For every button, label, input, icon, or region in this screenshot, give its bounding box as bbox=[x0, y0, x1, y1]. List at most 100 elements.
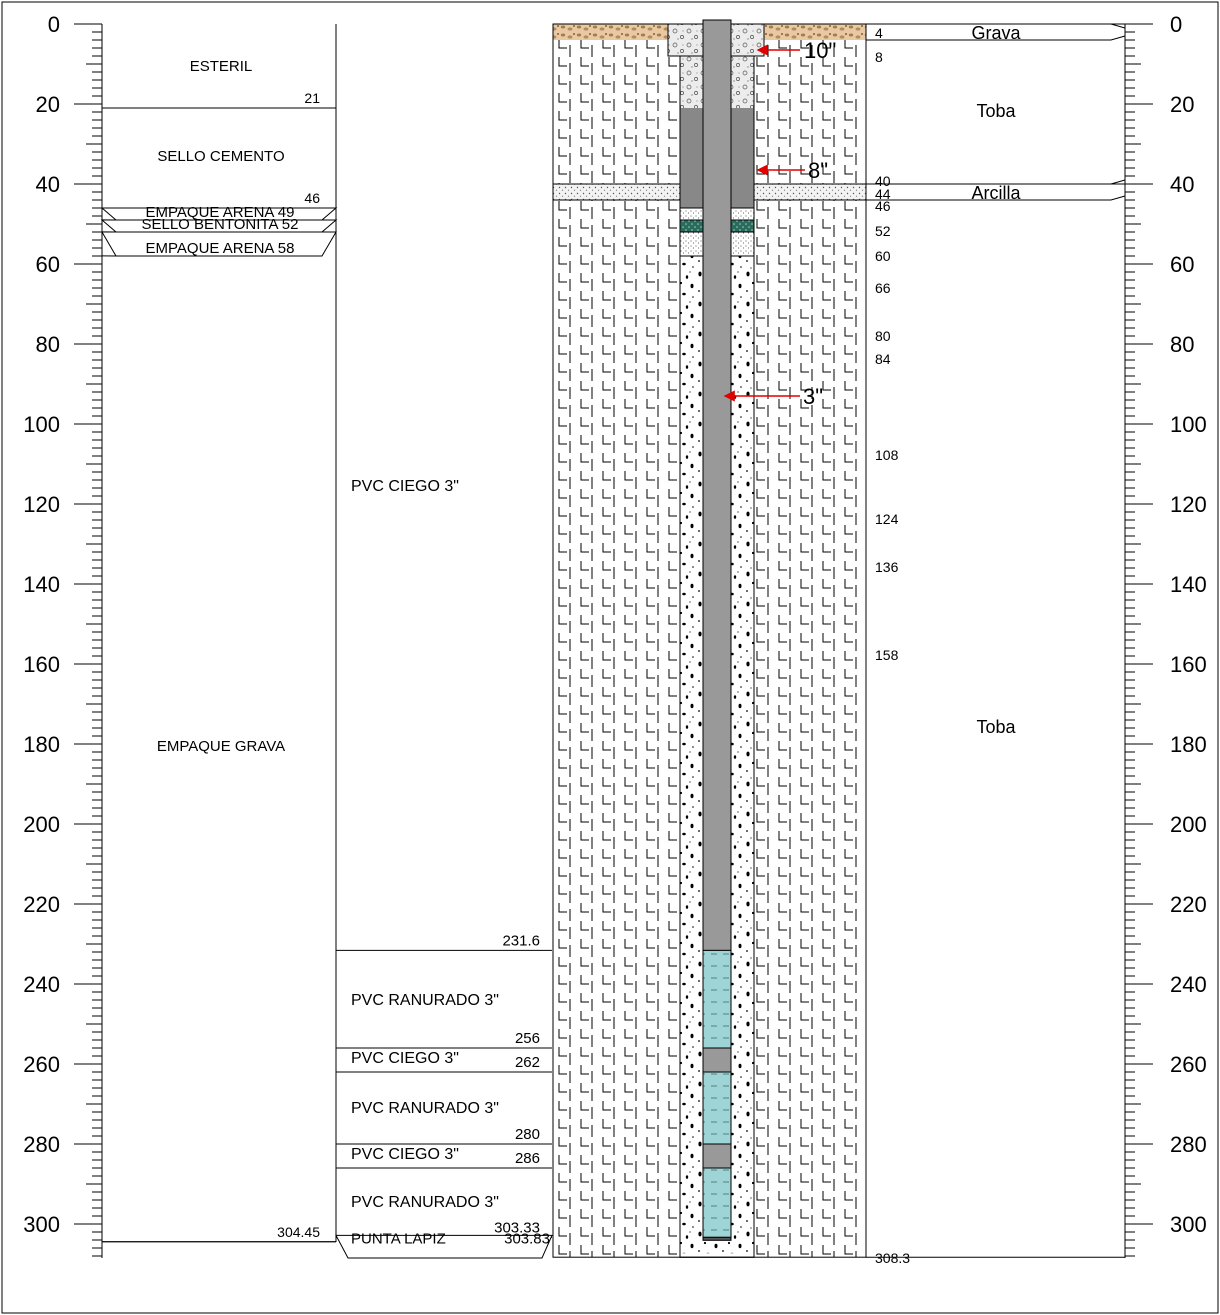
depth-mark: 60 bbox=[875, 248, 891, 264]
pencil-tip bbox=[702, 1236, 732, 1241]
diameter-callout: 3" bbox=[723, 384, 823, 409]
blank-casing-segment bbox=[702, 19, 732, 951]
fill-layer-wedge bbox=[101, 231, 337, 257]
depth-mark: 44 bbox=[875, 186, 891, 202]
scale-label: 160 bbox=[1170, 652, 1207, 677]
fill-layer: EMPAQUE ARENA 58 bbox=[101, 231, 337, 257]
fill-layer-depth: 21 bbox=[304, 90, 320, 106]
casing-name: PUNTA LAPIZ bbox=[351, 1230, 446, 1247]
scale-label: 300 bbox=[23, 1212, 60, 1237]
fill-layer: 304.45 EMPAQUE GRAVA bbox=[102, 738, 336, 1243]
fill-layer-name: EMPAQUE ARENA 58 bbox=[146, 240, 295, 257]
fill-layer: 21 ESTERIL bbox=[102, 58, 336, 109]
scale-label: 80 bbox=[1170, 332, 1194, 357]
scale-label: 160 bbox=[23, 652, 60, 677]
fill-layer: EMPAQUE ARENA 49 bbox=[100, 204, 338, 221]
depth-mark: 52 bbox=[875, 223, 891, 239]
scale-label: 20 bbox=[36, 92, 60, 117]
litho-name: Grava bbox=[971, 23, 1021, 43]
scale-label: 280 bbox=[1170, 1132, 1207, 1157]
litho-layer: Arcilla bbox=[866, 183, 1126, 203]
scale-label: 60 bbox=[1170, 252, 1194, 277]
casing-name: PVC RANURADO 3" bbox=[351, 992, 499, 1009]
litho-layer: Toba bbox=[976, 717, 1016, 737]
scale-label: 200 bbox=[23, 812, 60, 837]
scale-label: 220 bbox=[23, 892, 60, 917]
casing-segment: 262 PVC CIEGO 3" bbox=[336, 1050, 552, 1073]
depth-scale-right: 0 20 40 60 80 100 120 140 160 180 200 220 240 260 280 3… bbox=[1124, 12, 1207, 1258]
casing-segment: 286 PVC CIEGO 3" bbox=[336, 1146, 552, 1169]
casing-name: PVC CIEGO 3" bbox=[351, 478, 459, 495]
fill-layer-depth: 46 bbox=[304, 190, 320, 206]
fill-layer-name: SELLO CEMENTO bbox=[157, 148, 284, 165]
scale-label: 20 bbox=[1170, 92, 1194, 117]
scale-label: 200 bbox=[1170, 812, 1207, 837]
depth-mark: 108 bbox=[875, 447, 899, 463]
scale-label: 280 bbox=[23, 1132, 60, 1157]
litho-layer: Toba bbox=[866, 101, 1126, 185]
scale-label: 40 bbox=[36, 172, 60, 197]
scale-label: 300 bbox=[1170, 1212, 1207, 1237]
fill-layer-name: SELLO BENTONITA 52 bbox=[141, 216, 298, 233]
depth-mark: 46 bbox=[875, 198, 891, 214]
litho-name: Toba bbox=[976, 717, 1016, 737]
scale-label: 100 bbox=[23, 412, 60, 437]
scale-label: 0 bbox=[48, 12, 60, 37]
litho-name: Toba bbox=[976, 101, 1016, 121]
litho-contact bbox=[866, 35, 1126, 41]
scale-label: 60 bbox=[36, 252, 60, 277]
depth-mark: 8 bbox=[875, 49, 883, 65]
casing-segment: 256 PVC RANURADO 3" bbox=[336, 992, 552, 1049]
casing-depth: 256 bbox=[515, 1030, 540, 1047]
scale-label: 0 bbox=[1170, 12, 1182, 37]
pencil-tip-outline bbox=[335, 1234, 553, 1259]
scale-label: 100 bbox=[1170, 412, 1207, 437]
casing-depth: 262 bbox=[515, 1054, 540, 1071]
casing-name: PVC RANURADO 3" bbox=[351, 1194, 499, 1211]
depth-mark: 84 bbox=[875, 351, 891, 367]
scale-label: 260 bbox=[23, 1052, 60, 1077]
casing-column: 231.6 PVC CIEGO 3" 256 PVC RANURADO 3" 262 PV… bbox=[335, 478, 553, 1259]
casing-name: PVC CIEGO 3" bbox=[351, 1146, 459, 1163]
fill-layer-name: ESTERIL bbox=[190, 58, 253, 75]
casing-name: PVC CIEGO 3" bbox=[351, 1050, 459, 1067]
diameter-callout: 8" bbox=[756, 158, 828, 183]
casing-segment: 231.6 PVC CIEGO 3" bbox=[336, 478, 552, 951]
screen-segment bbox=[702, 1071, 732, 1145]
casing-depth: 231.6 bbox=[502, 932, 540, 949]
depth-scale-left: 0 20 40 60 80 100 120 140 160 180 200 220 240 260 280 3… bbox=[23, 12, 103, 1258]
diameter-callouts: 10" 8" 3" bbox=[723, 38, 836, 409]
diameter-label: 10" bbox=[804, 38, 836, 63]
casing-depth: 286 bbox=[515, 1150, 540, 1167]
casing-segment: PUNTA LAPIZ 303.83 bbox=[335, 1230, 553, 1259]
diameter-label: 3" bbox=[803, 384, 823, 409]
depth-mark: 66 bbox=[875, 280, 891, 296]
scale-label: 140 bbox=[1170, 572, 1207, 597]
casing-depth: 303.33 bbox=[494, 1219, 540, 1236]
scale-label: 140 bbox=[23, 572, 60, 597]
scale-label: 40 bbox=[1170, 172, 1194, 197]
litho-name: Arcilla bbox=[971, 183, 1021, 203]
fill-layer-depth: 304.45 bbox=[277, 1224, 320, 1240]
fill-layer: 46 SELLO CEMENTO bbox=[102, 148, 336, 209]
fill-layer-name: EMPAQUE GRAVA bbox=[157, 738, 285, 755]
scale-label: 120 bbox=[23, 492, 60, 517]
depth-mark: 158 bbox=[875, 647, 899, 663]
litho-contact bbox=[866, 23, 1126, 29]
depth-mark: 124 bbox=[875, 511, 899, 527]
depth-mark: 308.3 bbox=[875, 1250, 910, 1266]
depth-mark: 136 bbox=[875, 559, 899, 575]
scale-label: 220 bbox=[1170, 892, 1207, 917]
depth-mark: 40 bbox=[875, 173, 891, 189]
fill-layer-name: EMPAQUE ARENA 49 bbox=[146, 204, 295, 221]
casing-segment: 280 PVC RANURADO 3" bbox=[336, 1100, 552, 1145]
scale-label: 240 bbox=[1170, 972, 1207, 997]
litho-layer: Grava bbox=[866, 23, 1126, 43]
diameter-callout: 10" bbox=[756, 38, 836, 63]
annular-fill-column: 21 ESTERIL 46 SELLO CEMENTO EMPAQUE ARENA 49… bbox=[100, 24, 338, 1243]
scale-label: 180 bbox=[23, 732, 60, 757]
scale-label: 80 bbox=[36, 332, 60, 357]
